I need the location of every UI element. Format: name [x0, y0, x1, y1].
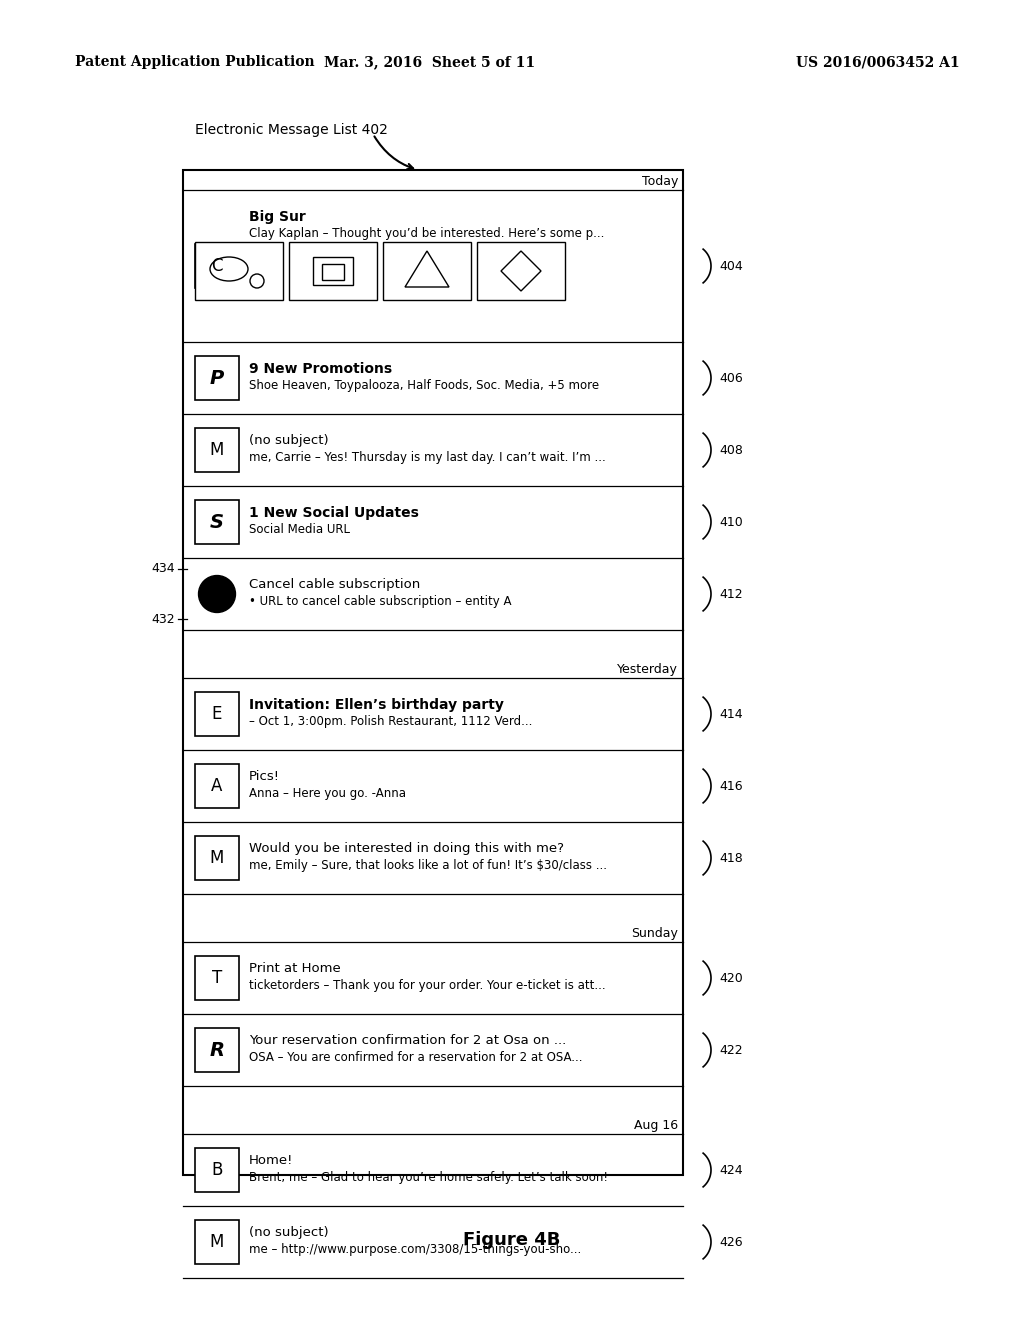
Text: • URL to cancel cable subscription – entity A: • URL to cancel cable subscription – ent…	[249, 595, 512, 609]
Text: 426: 426	[719, 1236, 742, 1249]
Text: T: T	[212, 969, 222, 987]
Text: Electronic Message List 402: Electronic Message List 402	[195, 123, 388, 137]
Text: 414: 414	[719, 708, 742, 721]
Bar	[313, 257, 353, 285]
Text: Shoe Heaven, Toypalooza, Half Foods, Soc. Media, +5 more: Shoe Heaven, Toypalooza, Half Foods, Soc…	[249, 379, 599, 392]
Text: 406: 406	[719, 371, 742, 384]
Bar	[195, 692, 239, 737]
Bar	[383, 242, 471, 300]
Text: 432: 432	[152, 612, 175, 626]
Text: Social Media URL: Social Media URL	[249, 523, 350, 536]
Text: 434: 434	[152, 562, 175, 576]
Text: 404: 404	[719, 260, 742, 272]
Text: (no subject): (no subject)	[249, 1226, 329, 1239]
Text: E: E	[212, 705, 222, 723]
Text: 408: 408	[719, 444, 742, 457]
Text: me, Carrie – Yes! Thursday is my last day. I can’t wait. I’m ...: me, Carrie – Yes! Thursday is my last da…	[249, 451, 606, 465]
Text: Print at Home: Print at Home	[249, 962, 341, 975]
Text: 410: 410	[719, 516, 742, 528]
Text: M: M	[210, 441, 224, 459]
Bar	[183, 170, 683, 1175]
Text: S: S	[210, 512, 224, 532]
Text: – Oct 1, 3:00pm. Polish Restaurant, 1112 Verd...: – Oct 1, 3:00pm. Polish Restaurant, 1112…	[249, 715, 532, 729]
Text: US 2016/0063452 A1: US 2016/0063452 A1	[797, 55, 961, 69]
Bar	[322, 264, 344, 280]
Text: Anna – Here you go. -Anna: Anna – Here you go. -Anna	[249, 787, 406, 800]
Bar	[289, 242, 377, 300]
Text: OSA – You are confirmed for a reservation for 2 at OSA...: OSA – You are confirmed for a reservatio…	[249, 1051, 583, 1064]
Text: Yesterday: Yesterday	[617, 663, 678, 676]
Text: Today: Today	[642, 176, 678, 187]
Text: Clay Kaplan – Thought you’d be interested. Here’s some p...: Clay Kaplan – Thought you’d be intereste…	[249, 227, 604, 240]
Text: (no subject): (no subject)	[249, 434, 329, 447]
Text: Invitation: Ellen’s birthday party: Invitation: Ellen’s birthday party	[249, 698, 504, 711]
Bar	[195, 356, 239, 400]
Text: Your reservation confirmation for 2 at Osa on ...: Your reservation confirmation for 2 at O…	[249, 1034, 566, 1047]
Text: me, Emily – Sure, that looks like a lot of fun! It’s $30/class ...: me, Emily – Sure, that looks like a lot …	[249, 859, 607, 873]
Bar	[477, 242, 565, 300]
Text: Would you be interested in doing this with me?: Would you be interested in doing this wi…	[249, 842, 564, 855]
Text: ticketorders – Thank you for your order. Your e-ticket is att...: ticketorders – Thank you for your order.…	[249, 979, 605, 993]
Text: Home!: Home!	[249, 1154, 293, 1167]
Text: Sunday: Sunday	[631, 927, 678, 940]
Text: 418: 418	[719, 851, 742, 865]
Bar	[195, 1028, 239, 1072]
Bar	[195, 242, 283, 300]
Text: 412: 412	[719, 587, 742, 601]
Text: 416: 416	[719, 780, 742, 792]
Text: me – http://www.purpose.com/3308/15-things-you-sho...: me – http://www.purpose.com/3308/15-thin…	[249, 1243, 582, 1257]
Text: C: C	[211, 257, 223, 275]
Bar	[195, 1148, 239, 1192]
Text: Big Sur: Big Sur	[249, 210, 306, 224]
Text: M: M	[210, 1233, 224, 1251]
Text: Cancel cable subscription: Cancel cable subscription	[249, 578, 420, 591]
Text: 420: 420	[719, 972, 742, 985]
Text: 1 New Social Updates: 1 New Social Updates	[249, 506, 419, 520]
Text: P: P	[210, 368, 224, 388]
Text: A: A	[211, 777, 222, 795]
Text: Pics!: Pics!	[249, 770, 280, 783]
Text: Aug 16: Aug 16	[634, 1119, 678, 1133]
Bar	[195, 956, 239, 1001]
Text: Mar. 3, 2016  Sheet 5 of 11: Mar. 3, 2016 Sheet 5 of 11	[325, 55, 536, 69]
Circle shape	[199, 576, 236, 612]
Text: M: M	[210, 849, 224, 867]
Text: Figure 4B: Figure 4B	[463, 1232, 561, 1249]
Text: 9 New Promotions: 9 New Promotions	[249, 362, 392, 376]
Text: Patent Application Publication: Patent Application Publication	[75, 55, 314, 69]
Bar	[195, 764, 239, 808]
Text: 422: 422	[719, 1044, 742, 1056]
Bar	[195, 500, 239, 544]
Text: R: R	[210, 1040, 224, 1060]
Text: B: B	[211, 1162, 222, 1179]
Bar	[195, 836, 239, 880]
Text: 424: 424	[719, 1163, 742, 1176]
Bar	[195, 244, 239, 288]
Bar	[195, 428, 239, 473]
Bar	[195, 1220, 239, 1265]
Text: Brent, me – Glad to hear you’re home safely. Let’s talk soon!: Brent, me – Glad to hear you’re home saf…	[249, 1171, 608, 1184]
